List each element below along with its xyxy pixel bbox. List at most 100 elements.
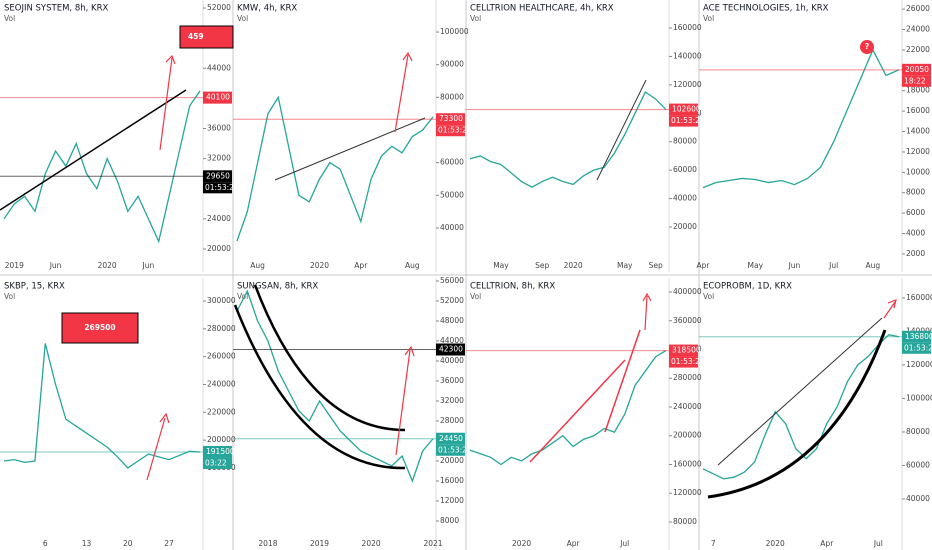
- y-tick-label: 24000: [207, 214, 231, 223]
- y-tick-label: 6000: [906, 208, 925, 217]
- y-tick-label: 200000: [207, 435, 236, 444]
- curve: [707, 329, 887, 499]
- x-tick-label: 2020: [362, 539, 381, 548]
- chart-title: ECOPROBM, 1D, KRX: [703, 282, 792, 292]
- countdown-label: 01:53:21: [438, 445, 472, 454]
- x-tick-label: Jul: [873, 539, 883, 548]
- y-tick-label: 80000: [673, 137, 697, 146]
- x-tick-label: 2019: [310, 539, 329, 548]
- x-tick-label: Jun: [49, 261, 62, 270]
- x-tick-label: Apr: [354, 261, 368, 270]
- price-tag: [436, 432, 465, 445]
- volume-label: Vol: [237, 292, 248, 301]
- y-tick-label: 100000: [906, 393, 932, 402]
- y-tick-label: 120000: [906, 360, 932, 369]
- price-tag-label: 73300: [439, 114, 463, 123]
- y-tick-label: 12000: [440, 496, 464, 505]
- y-tick-label: 50000: [440, 190, 464, 199]
- annotation: 459: [188, 32, 204, 41]
- volume-label: Vol: [4, 14, 15, 23]
- annotation-box: [179, 25, 234, 49]
- x-tick-label: 2020: [766, 539, 785, 548]
- price-tag: [902, 63, 931, 76]
- x-tick-label: 20: [123, 539, 133, 548]
- chart-title: SUNGSAN, 8h, KRX: [237, 282, 318, 292]
- price-tag: [436, 113, 465, 126]
- y-tick-label: 280000: [207, 324, 236, 333]
- y-tick-label: 22000: [906, 45, 930, 54]
- volume-label: Vol: [470, 14, 481, 23]
- x-tick-label: Jul: [619, 539, 629, 548]
- y-tick-label: 80000: [440, 92, 464, 101]
- countdown-label: 01:53:21: [671, 357, 705, 366]
- countdown-tag: [203, 457, 232, 469]
- y-tick-label: 12000: [906, 147, 930, 156]
- price-tag: [669, 344, 698, 357]
- y-tick-label: 32000: [440, 396, 464, 405]
- y-tick-label: 120000: [673, 488, 702, 497]
- arrow: [159, 54, 176, 151]
- x-tick-label: 27: [164, 539, 174, 548]
- x-tick-label: Jun: [142, 261, 155, 270]
- countdown-tag: [902, 75, 931, 87]
- y-tick-label: 200000: [673, 431, 702, 440]
- chart-title: KMW, 4h, KRX: [237, 4, 297, 14]
- chart-title: CELLTRION, 8h, KRX: [470, 282, 555, 292]
- y-tick-label: 90000: [440, 60, 464, 69]
- y-tick-label: 44000: [207, 63, 231, 72]
- volume-label: Vol: [703, 292, 714, 301]
- countdown-tag: [669, 356, 698, 368]
- price-line: [236, 289, 434, 483]
- y-tick-label: 260000: [207, 352, 236, 361]
- countdown-label: 18:22: [904, 76, 926, 85]
- arrow: [394, 51, 413, 133]
- price-tag: [203, 445, 232, 458]
- price-line: [236, 95, 434, 242]
- x-tick-label: Apr: [697, 261, 711, 270]
- price-tag-label: 20050: [905, 65, 929, 74]
- y-tick-label: 160000: [673, 459, 702, 468]
- y-tick-label: 52000: [207, 3, 231, 12]
- x-tick-label: Jun: [788, 261, 801, 270]
- y-tick-label: 26000: [906, 4, 930, 13]
- y-tick-label: 8000: [906, 188, 925, 197]
- x-tick-label: May: [493, 261, 509, 270]
- x-tick-label: Aug: [405, 261, 420, 270]
- y-tick-label: 80000: [906, 427, 930, 436]
- arrow: [395, 345, 415, 456]
- chart-title: SEOJIN SYSTEM, 8h, KRX: [4, 4, 108, 14]
- x-tick-label: 2020: [310, 261, 329, 270]
- countdown-label: 03:22: [205, 458, 227, 467]
- price-line: [3, 90, 201, 244]
- x-tick-label: Sep: [535, 261, 549, 270]
- annotation-badge: [860, 40, 874, 54]
- price-tag: [203, 91, 232, 104]
- annotation: 269500: [84, 323, 115, 332]
- y-tick-label: 80000: [673, 517, 697, 526]
- x-tick-label: Jul: [828, 261, 838, 270]
- price-tag: [902, 330, 931, 343]
- y-tick-label: 400000: [673, 287, 702, 296]
- price-tag: [669, 103, 698, 116]
- y-tick-label: 44000: [440, 336, 464, 345]
- x-tick-label: 7: [711, 539, 716, 548]
- y-tick-label: 4000: [906, 229, 925, 238]
- countdown-tag: [203, 182, 232, 194]
- x-tick-label: 13: [82, 539, 92, 548]
- y-tick-label: 36000: [440, 376, 464, 385]
- y-tick-label: 100000: [440, 27, 469, 36]
- price-line: [702, 334, 900, 480]
- y-tick-label: 16000: [906, 106, 930, 115]
- trend-line: [0, 89, 187, 211]
- volume-label: Vol: [703, 14, 714, 23]
- y-tick-label: 40000: [440, 356, 464, 365]
- y-tick-label: 240000: [673, 402, 702, 411]
- y-tick-label: 160000: [673, 23, 702, 32]
- trend-line: [274, 117, 426, 181]
- y-tick-label: 14000: [906, 127, 930, 136]
- price-tag-label: 29650: [206, 171, 230, 180]
- countdown-tag: [436, 444, 465, 456]
- annotation-box: [61, 312, 139, 344]
